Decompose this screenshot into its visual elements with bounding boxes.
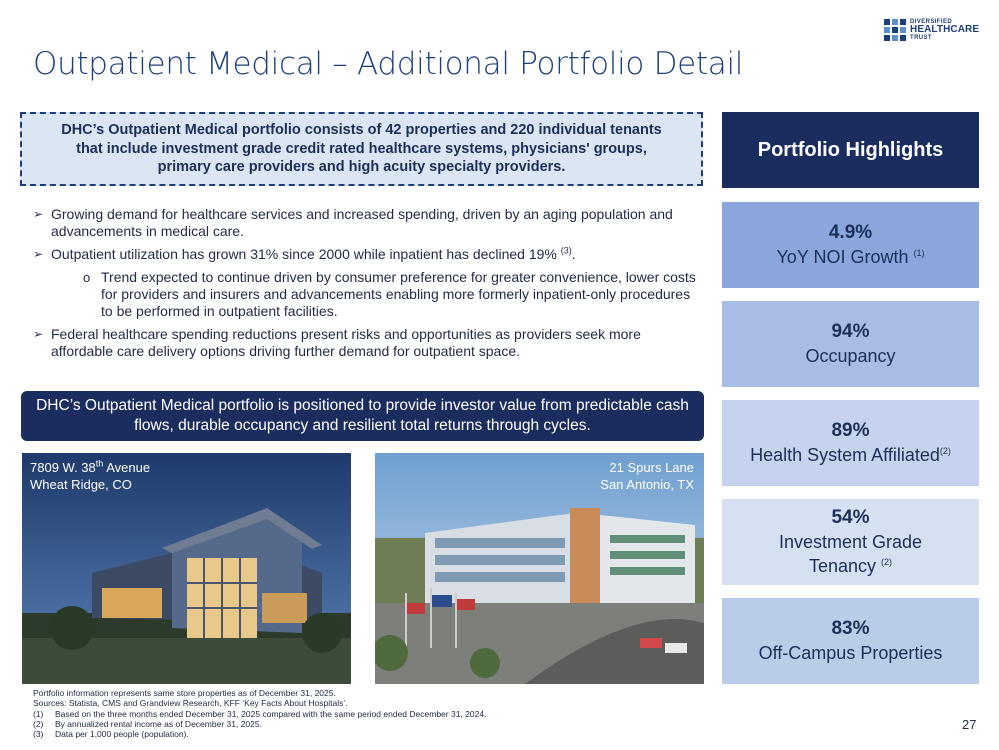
logo-line2: HEALTHCARE bbox=[910, 24, 980, 35]
highlight-off-campus: 83% Off-Campus Properties bbox=[722, 598, 979, 684]
highlight-noi-growth: 4.9% YoY NOI Growth (1) bbox=[722, 202, 979, 288]
arrow-bullet-icon: ➢ bbox=[33, 327, 44, 341]
highlight-health-system-affiliated: 89% Health System Affiliated(2) bbox=[722, 400, 979, 486]
photo-wheat-ridge: 7809 W. 38th Avenue Wheat Ridge, CO bbox=[22, 453, 351, 684]
bullet-list: ➢ Growing demand for healthcare services… bbox=[33, 206, 705, 366]
portfolio-highlights-heading: Portfolio Highlights bbox=[722, 112, 979, 188]
highlight-investment-grade: 54% Investment Grade Tenancy (2) bbox=[722, 499, 979, 585]
logo-mark-icon bbox=[884, 19, 906, 41]
value-statement-box: DHC’s Outpatient Medical portfolio is po… bbox=[21, 391, 704, 441]
page-number: 27 bbox=[962, 717, 977, 732]
logo-line3: TRUST bbox=[910, 35, 932, 41]
building-photo-illustration bbox=[22, 453, 351, 684]
portfolio-summary-box: DHC’s Outpatient Medical portfolio consi… bbox=[20, 112, 703, 186]
photo-caption-wheat-ridge: 7809 W. 38th Avenue Wheat Ridge, CO bbox=[30, 458, 151, 492]
photo-caption-san-antonio: 21 Spurs Lane San Antonio, TX bbox=[600, 460, 694, 492]
bullet-utilization: ➢ Outpatient utilization has grown 31% s… bbox=[33, 245, 576, 262]
circle-bullet-icon: o bbox=[83, 270, 91, 285]
building-photo-illustration bbox=[375, 453, 704, 684]
arrow-bullet-icon: ➢ bbox=[33, 207, 44, 221]
highlight-occupancy: 94% Occupancy bbox=[722, 301, 979, 387]
sub-bullet-trend: o Trend expected to continue driven by c… bbox=[83, 269, 696, 319]
page-title: Outpatient Medical – Additional Portfoli… bbox=[33, 46, 744, 82]
footnotes: Portfolio information represents same st… bbox=[33, 688, 487, 740]
arrow-bullet-icon: ➢ bbox=[33, 247, 44, 261]
bullet-federal-spending: ➢ Federal healthcare spending reductions… bbox=[33, 326, 641, 359]
photo-san-antonio: 21 Spurs Lane San Antonio, TX bbox=[375, 453, 704, 684]
company-logo: DIVERSIFIED HEALTHCARE TRUST bbox=[884, 19, 979, 41]
bullet-demand: ➢ Growing demand for healthcare services… bbox=[33, 206, 673, 239]
logo-line1: DIVERSIFIED bbox=[910, 19, 953, 25]
